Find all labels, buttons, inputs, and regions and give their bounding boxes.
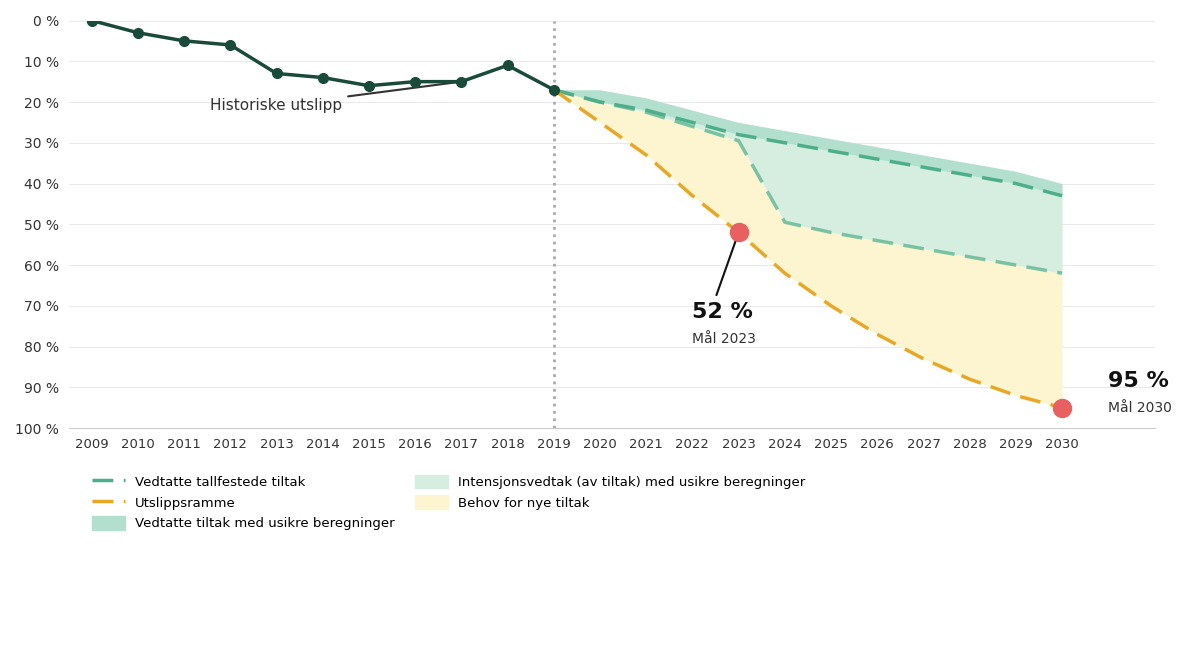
Text: 95 %: 95 %	[1108, 371, 1169, 392]
Text: 52 %: 52 %	[693, 302, 753, 322]
Legend: Vedtatte tallfestede tiltak, Utslippsramme, Vedtatte tiltak med usikre beregning: Vedtatte tallfestede tiltak, Utslippsram…	[86, 469, 811, 535]
Text: Historiske utslipp: Historiske utslipp	[210, 82, 458, 113]
Text: Mål 2023: Mål 2023	[693, 332, 756, 346]
Text: Mål 2030: Mål 2030	[1108, 401, 1173, 415]
